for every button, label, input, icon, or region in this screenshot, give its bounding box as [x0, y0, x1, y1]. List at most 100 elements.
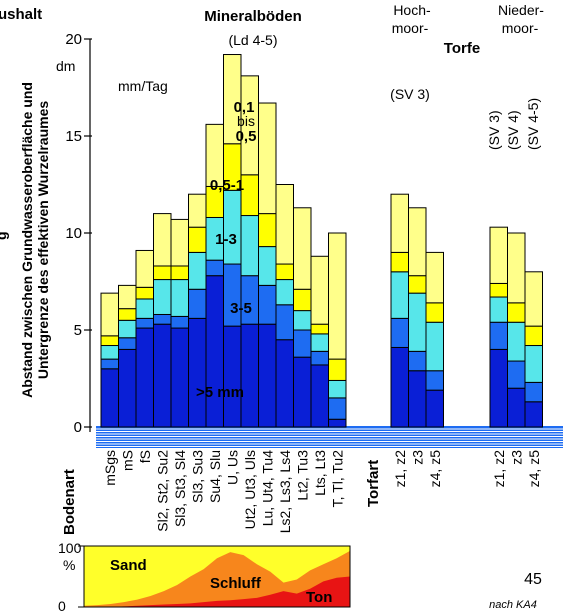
bar-segment	[328, 418, 347, 428]
x-tick-label: mS	[119, 450, 135, 471]
bar-segment	[153, 313, 172, 325]
side-mark: g	[0, 231, 9, 240]
x-tick-label: Sl3, St3, Sl4	[172, 450, 188, 527]
y-axis-label-line2: Untergrenze des effektiven Wurzelraumes	[35, 101, 51, 379]
texture-ymax-label: 100	[58, 540, 82, 556]
sv-label-2: (SV 4)	[505, 110, 521, 150]
bar-segment	[258, 102, 277, 215]
bar-segment	[240, 215, 259, 277]
bar-segment	[188, 317, 207, 428]
bar-segment	[310, 323, 329, 335]
torfart-axis-label: Torfart	[365, 460, 382, 507]
bar-segment	[258, 213, 277, 248]
bar-segment	[135, 286, 154, 300]
bar-segment	[524, 401, 543, 428]
bar-segment	[100, 368, 119, 428]
y-tick-label: 0	[74, 419, 82, 436]
x-tick-label: z3	[409, 450, 425, 465]
bar-segment	[135, 249, 154, 288]
chart-subtitle: (Ld 4-5)	[228, 32, 277, 48]
bar-segment	[507, 360, 526, 389]
bar-segment	[135, 317, 154, 329]
soil-texture-panel	[78, 545, 351, 608]
bar-segment	[275, 263, 294, 281]
bar-segment	[170, 327, 189, 428]
band-label-01-line1: 0,1	[234, 99, 255, 116]
y-tick-label: 5	[74, 322, 82, 339]
bar-segment	[390, 271, 409, 319]
bar-segment	[507, 302, 526, 323]
bar-segment	[100, 335, 119, 347]
bar-segment	[170, 315, 189, 329]
bar-segment	[310, 364, 329, 428]
bar-segment	[118, 337, 137, 350]
bar-segment	[293, 310, 312, 331]
bar-segment	[205, 259, 224, 277]
x-tick-label: Su4, Slu	[207, 450, 223, 503]
bar-segment	[425, 321, 444, 372]
bar-segment	[408, 275, 427, 294]
bar-segment	[293, 288, 312, 312]
bar-segment	[489, 321, 508, 350]
bar-segment	[170, 218, 189, 267]
bar-segment	[188, 226, 207, 253]
x-tick-label: Lts, Lt3	[312, 450, 328, 496]
bar-segment	[408, 292, 427, 352]
bar-segment	[205, 275, 224, 428]
bar-segment	[275, 184, 294, 265]
bar-segment	[328, 379, 347, 399]
bar-segment	[118, 319, 137, 339]
band-label-1-3: 1-3	[215, 231, 237, 248]
x-tick-label: Ls2, Ls3, Ls4	[277, 450, 293, 533]
bar-segment	[258, 323, 277, 428]
bar-segment	[293, 356, 312, 428]
x-tick-label: z1, z2	[491, 450, 507, 488]
texture-ymin-label: 0	[58, 598, 66, 612]
bar-segment	[524, 381, 543, 403]
bar-segment	[328, 358, 347, 381]
bar-segment	[100, 345, 119, 360]
bodenart-axis-label: Bodenart	[61, 469, 78, 535]
chart-title: Mineralböden	[204, 8, 302, 25]
bar-segment	[507, 232, 526, 304]
bar-segment	[240, 323, 259, 428]
rate-unit-label: mm/Tag	[118, 78, 168, 94]
corner-title: ushalt	[0, 6, 42, 23]
bar-segment	[100, 292, 119, 337]
x-tick-label: z4, z5	[427, 450, 443, 488]
bar-segment	[153, 213, 172, 267]
bar-segment	[118, 308, 137, 321]
hochmoor-label-line2: moor-	[392, 20, 429, 36]
y-tick-label: 10	[65, 225, 82, 242]
bar-segment	[425, 251, 444, 304]
bar-segment	[390, 346, 409, 428]
page-number: 45	[524, 571, 542, 588]
bar-segment	[425, 302, 444, 323]
x-tick-label: Lu, Ut4, Tu4	[259, 450, 275, 526]
niedermoor-label-line1: Nieder-	[498, 2, 544, 18]
bar-segment	[390, 193, 409, 253]
niedermoor-label-line2: moor-	[502, 20, 539, 36]
bar-segment	[425, 389, 444, 428]
sand-label: Sand	[110, 557, 147, 574]
x-tick-label: z3	[508, 450, 524, 465]
bar-segment	[408, 370, 427, 428]
bar-segment	[293, 207, 312, 290]
x-tick-label: Sl3, Su3	[189, 450, 205, 503]
y-unit-label: dm	[56, 58, 75, 74]
y-axis-label-line1: Abstand zwischen Grundwasseroberfläche u…	[19, 82, 35, 398]
x-tick-label: Lt2, Tu3	[294, 450, 310, 501]
schluff-label: Schluff	[210, 575, 262, 592]
sv3-label: (SV 3)	[390, 86, 430, 102]
bar-segment	[188, 288, 207, 319]
x-tick-label: Ut2, Ut3, Uls	[242, 450, 258, 529]
bar-segment	[489, 296, 508, 323]
bars-layer: mSgs mS fS Sl2, St2, Su2 Sl3, St3, Sl4 Sl3, S…	[65, 31, 563, 533]
bar-segment	[135, 327, 154, 428]
y-tick-label: 15	[65, 128, 82, 145]
bar-segment	[170, 265, 189, 281]
bar-segment	[310, 333, 329, 352]
bar-segment	[223, 189, 242, 265]
texture-unit-label: %	[63, 557, 75, 573]
